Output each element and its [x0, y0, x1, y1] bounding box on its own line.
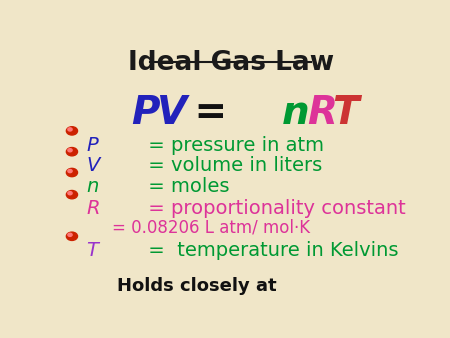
Text: R: R	[86, 199, 100, 218]
Text: = 0.08206 L atm/ mol·K: = 0.08206 L atm/ mol·K	[91, 219, 310, 237]
Text: P: P	[86, 136, 98, 154]
Text: =  temperature in Kelvins: = temperature in Kelvins	[142, 241, 399, 260]
Text: = moles: = moles	[142, 177, 230, 196]
Circle shape	[66, 147, 77, 156]
Text: T: T	[332, 94, 359, 132]
Circle shape	[66, 191, 77, 199]
Text: V: V	[86, 156, 99, 175]
Circle shape	[66, 232, 77, 240]
Text: T: T	[86, 241, 98, 260]
Text: Holds closely at: Holds closely at	[117, 277, 283, 295]
Circle shape	[68, 233, 72, 236]
Circle shape	[66, 168, 77, 177]
Circle shape	[66, 127, 77, 135]
Circle shape	[68, 128, 72, 131]
Circle shape	[68, 169, 72, 173]
Circle shape	[68, 149, 72, 152]
Text: P: P	[131, 94, 160, 132]
Text: V: V	[156, 94, 186, 132]
Circle shape	[68, 192, 72, 195]
Text: n: n	[86, 177, 99, 196]
Text: R: R	[307, 94, 337, 132]
Text: = pressure in atm: = pressure in atm	[142, 136, 324, 154]
Text: n: n	[282, 94, 310, 132]
Text: = proportionality constant: = proportionality constant	[142, 199, 406, 218]
Text: = volume in liters: = volume in liters	[142, 156, 323, 175]
Text: =: =	[181, 94, 255, 132]
Text: Ideal Gas Law: Ideal Gas Law	[127, 50, 334, 76]
